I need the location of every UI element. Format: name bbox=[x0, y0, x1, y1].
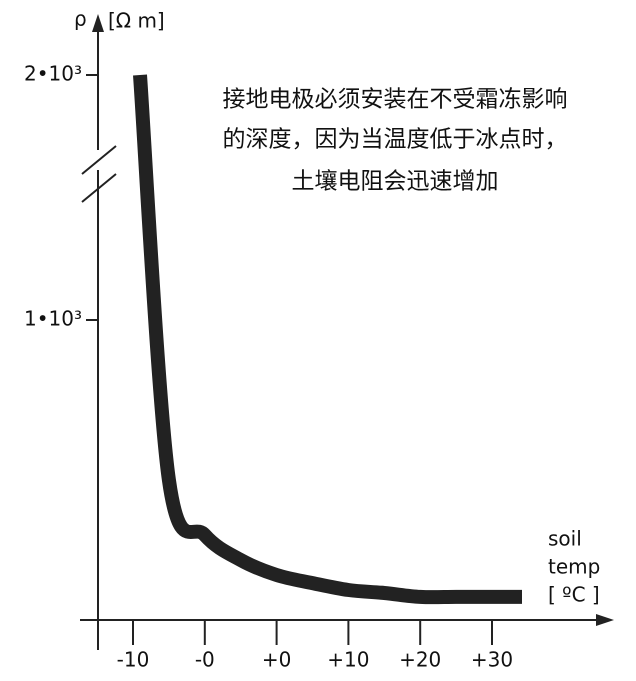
y-tick-label: 2•10³ bbox=[24, 62, 82, 86]
x-tick-label: +0 bbox=[262, 648, 291, 672]
x-tick-label: -10 bbox=[117, 648, 150, 672]
x-tick-label: +20 bbox=[399, 648, 441, 672]
x-tick-label: +10 bbox=[327, 648, 369, 672]
annotation: 的深度，因为当温度低于冰点时， bbox=[223, 127, 568, 153]
x-tick-label: +30 bbox=[471, 648, 513, 672]
x-label: soil bbox=[548, 527, 582, 551]
annotation: 接地电极必须安装在不受霜冻影响 bbox=[223, 87, 568, 113]
annotation: 土壤电阻会迅速增加 bbox=[292, 169, 499, 195]
y-arrow bbox=[92, 14, 104, 32]
x-arrow bbox=[596, 614, 614, 626]
y-symbol: ρ bbox=[74, 7, 87, 31]
curve bbox=[133, 74, 522, 605]
y-tick-label: 1•10³ bbox=[24, 307, 82, 331]
x-tick-label: -0 bbox=[195, 648, 215, 672]
x-unit: [ ºC ] bbox=[548, 583, 600, 607]
x-label: temp bbox=[548, 555, 600, 579]
y-unit: [Ω m] bbox=[108, 9, 165, 33]
axis-break bbox=[81, 145, 117, 203]
